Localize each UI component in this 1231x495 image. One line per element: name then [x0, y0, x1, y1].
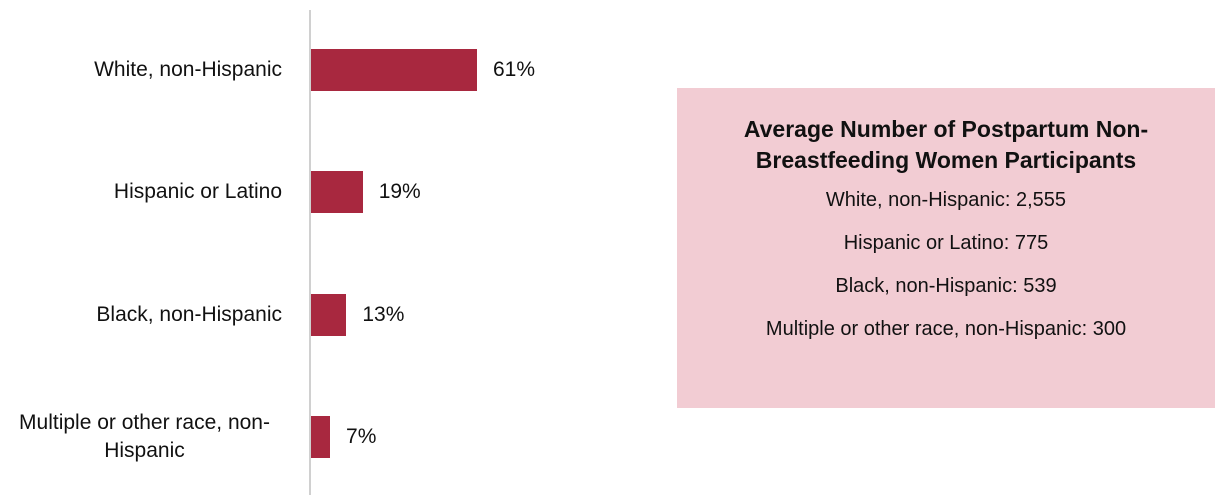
category-text: Black, non-Hispanic: [96, 302, 282, 326]
value-label: 61%: [493, 58, 536, 81]
category-label: White, non-Hispanic: [0, 56, 282, 84]
summary-item: White, non-Hispanic: 2,555: [825, 189, 1067, 211]
category-label: Hispanic or Latino: [0, 178, 282, 206]
summary-item: Multiple or other race, non-Hispanic: 30…: [765, 318, 1127, 340]
summary-box: Average Number of Postpartum Non-Breastf…: [677, 88, 1215, 408]
category-label: Multiple or other race, non-Hispanic: [0, 409, 282, 465]
bar: [311, 415, 331, 458]
summary-item: Hispanic or Latino: 775: [843, 232, 1049, 254]
summary-item: Black, non-Hispanic: 539: [835, 275, 1057, 297]
category-text: Hispanic or Latino: [113, 180, 282, 204]
category-text: White, non-Hispanic: [94, 58, 282, 81]
summary-title: Average Number of Postpartum Non-Breastf…: [743, 116, 1149, 173]
bar: [311, 293, 347, 336]
value-label: 13%: [362, 302, 405, 326]
bar: [311, 49, 477, 91]
axis-line: [309, 10, 311, 495]
value-label: 7%: [346, 424, 377, 448]
value-label: 19%: [378, 180, 421, 204]
category-text: Multiple or other race, non-Hispanic: [19, 410, 270, 462]
bar: [311, 171, 363, 214]
summary-items: White, non-Hispanic: 2,555 Hispanic or La…: [677, 188, 1215, 341]
category-label: Black, non-Hispanic: [0, 301, 282, 329]
